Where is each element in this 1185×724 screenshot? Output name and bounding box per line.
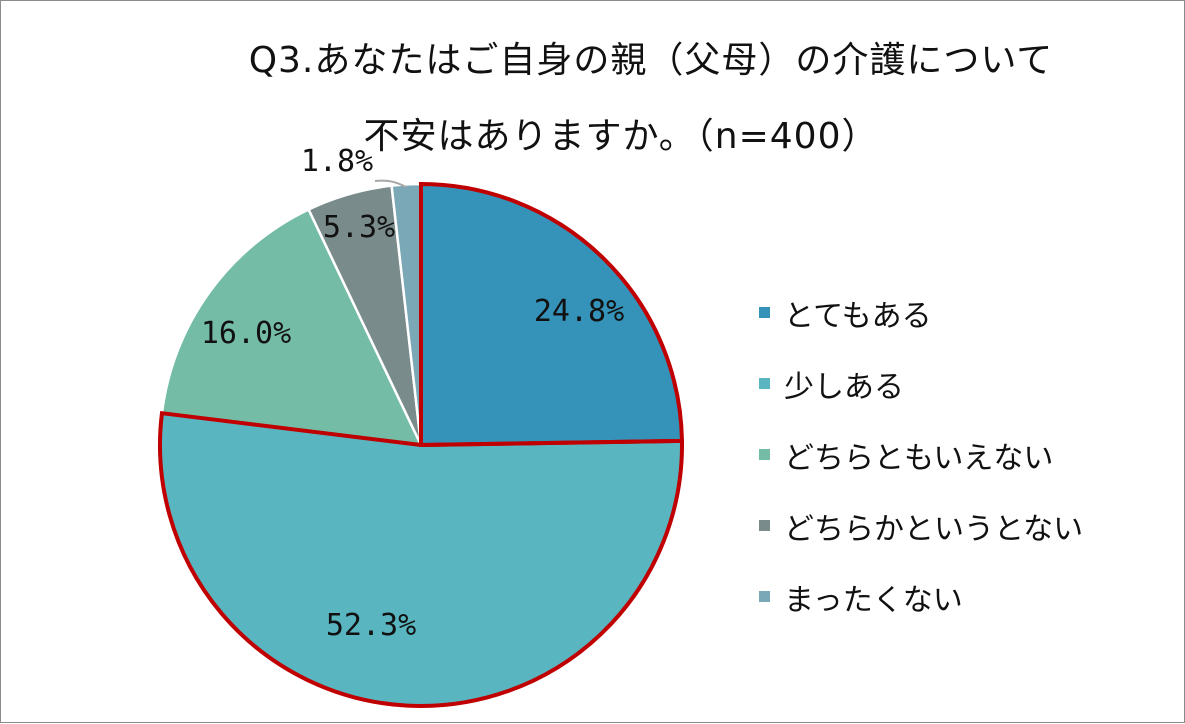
legend-item-4: どちらかというとない bbox=[759, 490, 1083, 561]
legend-label: 少しある bbox=[784, 369, 904, 405]
highlight-outline-2 bbox=[158, 410, 684, 708]
highlight-outline-1 bbox=[419, 181, 685, 448]
legend-swatch bbox=[759, 520, 770, 531]
legend-label: どちらともいえない bbox=[784, 440, 1054, 476]
legend-item-3: どちらともいえない bbox=[759, 419, 1083, 490]
legend-item-2: 少しある bbox=[759, 348, 1083, 419]
legend-item-1: とてもある bbox=[759, 277, 1083, 348]
data-label-5: 1.8% bbox=[301, 144, 373, 179]
pie-slice-3 bbox=[160, 207, 424, 447]
pie-slice-2 bbox=[158, 411, 684, 708]
legend-label: どちらかというとない bbox=[784, 511, 1084, 547]
legend-label: とてもある bbox=[784, 298, 932, 334]
legend-swatch bbox=[759, 307, 770, 318]
data-label-1: 24.8% bbox=[534, 294, 624, 329]
chart-title-line2: 不安はありますか。（n=400） bbox=[363, 116, 879, 157]
legend-swatch bbox=[759, 378, 770, 389]
chart-legend: とてもある少しあるどちらともいえない どちらかというとない まったくない bbox=[759, 277, 1083, 632]
legend-item-5: まったくない bbox=[759, 561, 1083, 632]
chart-title-line1: Q3.あなたはご自身の親（父母）の介護について bbox=[248, 40, 1054, 81]
legend-swatch bbox=[759, 449, 770, 460]
legend-swatch bbox=[759, 591, 770, 602]
data-label-2: 52.3% bbox=[326, 608, 416, 643]
legend-label: まったくない bbox=[784, 582, 963, 618]
data-label-4: 5.3% bbox=[323, 210, 395, 245]
leader-line bbox=[374, 179, 407, 189]
data-label-3: 16.0% bbox=[201, 316, 291, 351]
